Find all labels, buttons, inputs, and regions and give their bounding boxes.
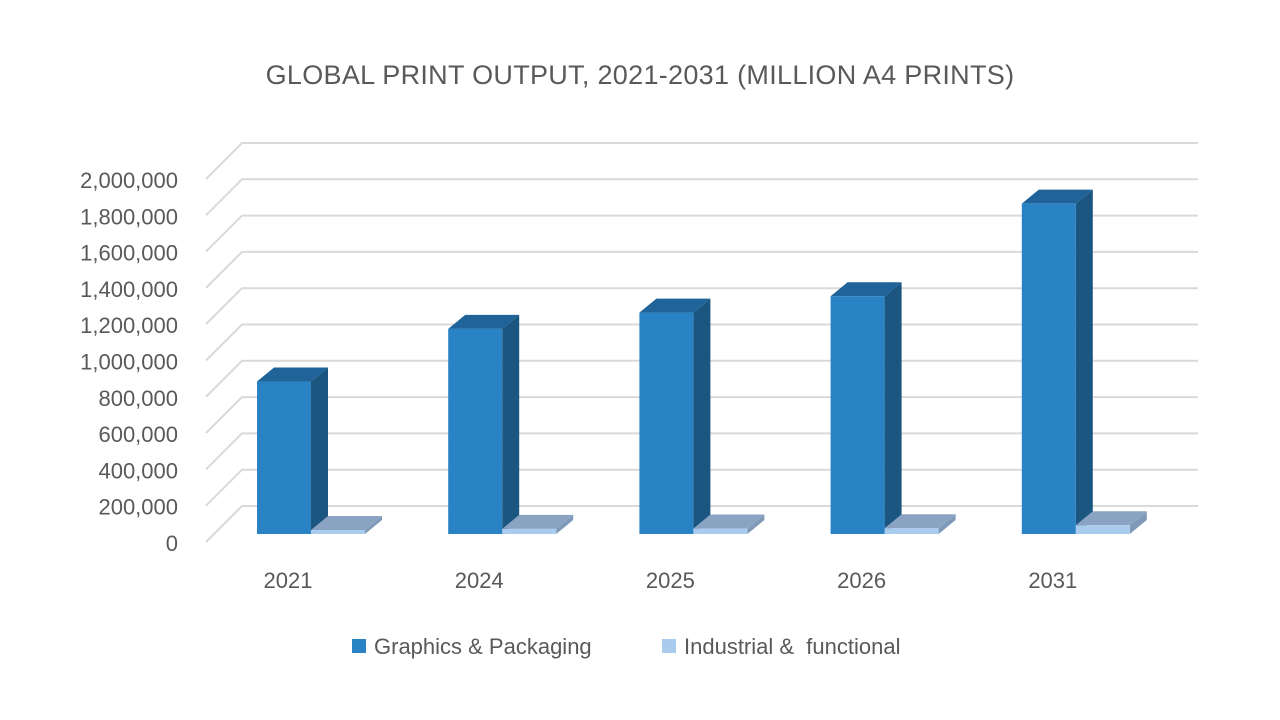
- legend: Graphics & Packaging Industrial & functio…: [352, 634, 900, 659]
- y-tick-label: 1,000,000: [80, 350, 178, 375]
- bars: [257, 189, 1147, 535]
- x-axis-categories: 2021 2024 2025 2026 2031: [264, 568, 1078, 593]
- bar-side-face: [747, 514, 765, 534]
- bar-top-face: [830, 282, 902, 297]
- bar-side-face: [365, 516, 382, 534]
- bar-side-face: [1075, 189, 1093, 535]
- gridline: [205, 250, 1198, 289]
- bar: [311, 530, 365, 534]
- bar-side-face: [502, 314, 520, 534]
- bar-top-face: [1021, 189, 1093, 204]
- x-category-label: 2021: [264, 568, 313, 593]
- chart-title: GLOBAL PRINT OUTPUT, 2021-2031 (MILLION …: [266, 60, 1015, 90]
- y-tick-label: 0: [166, 531, 178, 556]
- bar-top-face: [639, 298, 711, 313]
- legend-label: Industrial & functional: [684, 634, 900, 659]
- bar-top-face: [448, 314, 520, 329]
- y-tick-label: 1,600,000: [80, 241, 178, 266]
- bar-side-face: [693, 298, 711, 534]
- gridline: [205, 178, 1198, 217]
- y-tick-label: 1,800,000: [80, 204, 178, 229]
- bar-top-face: [884, 514, 956, 529]
- bar: [1021, 203, 1076, 535]
- legend-label: Graphics & Packaging: [374, 634, 592, 659]
- bar: [1075, 525, 1130, 534]
- bar: [693, 528, 748, 534]
- bar-side-face: [884, 282, 902, 534]
- bar-top-face: [257, 367, 328, 382]
- y-tick-label: 1,200,000: [80, 313, 178, 338]
- legend-swatch: [352, 639, 366, 653]
- x-category-label: 2025: [646, 568, 695, 593]
- bar: [884, 528, 939, 534]
- bar: [639, 312, 694, 534]
- x-category-label: 2031: [1028, 568, 1077, 593]
- gridline: [205, 142, 1198, 180]
- bar: [830, 296, 885, 534]
- legend-swatch: [662, 639, 676, 653]
- y-tick-label: 600,000: [98, 422, 178, 447]
- bar-top-face: [311, 516, 382, 530]
- bar: [448, 328, 503, 534]
- y-tick-label: 400,000: [98, 458, 178, 483]
- bar-side-face: [938, 514, 956, 534]
- bar-top-face: [1075, 511, 1147, 526]
- bar-top-face: [693, 514, 765, 529]
- bar-side-face: [1129, 511, 1147, 534]
- bar: [257, 381, 311, 534]
- y-tick-label: 200,000: [98, 495, 178, 520]
- y-tick-label: 800,000: [98, 386, 178, 411]
- bar: [502, 528, 557, 534]
- x-category-label: 2024: [455, 568, 504, 593]
- y-tick-label: 1,400,000: [80, 277, 178, 302]
- x-category-label: 2026: [837, 568, 886, 593]
- bar-top-face: [502, 514, 574, 529]
- y-tick-label: 2,000,000: [80, 168, 178, 193]
- gridline: [205, 214, 1198, 253]
- bar-side-face: [311, 367, 328, 534]
- gridlines: [205, 142, 1198, 543]
- bar-side-face: [556, 514, 574, 534]
- y-axis-ticks: 0 200,000 400,000 600,000 800,000 1,000,000 1,…: [80, 168, 178, 556]
